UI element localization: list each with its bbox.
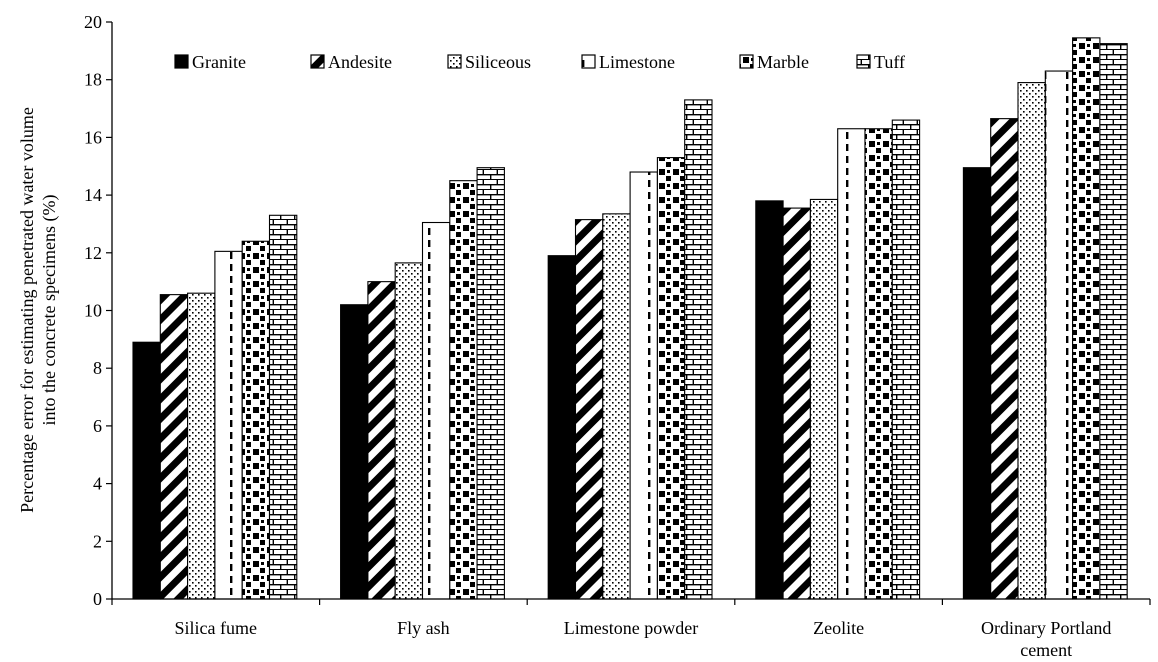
y-tick-label: 2: [93, 531, 102, 551]
y-axis-title-line: Percentage error for estimating penetrat…: [17, 107, 37, 513]
bar-tuff-3: [891, 119, 921, 600]
bar-siliceous-4: [1017, 82, 1046, 600]
legend-label-limestone: Limestone: [599, 52, 675, 72]
bar-marble-1: [449, 180, 478, 600]
y-tick-label: 14: [84, 185, 102, 205]
bar-limestone-4: [1044, 70, 1074, 600]
bar-limestone-0: [214, 250, 243, 600]
bar-marble-0: [241, 240, 271, 600]
y-tick-label: 0: [93, 589, 102, 609]
legend-swatch-limestone: [581, 54, 596, 69]
legend-label-granite: Granite: [192, 52, 246, 72]
bars: [132, 37, 1128, 600]
legend-label-andesite: Andesite: [328, 52, 392, 72]
bar-tuff-2: [684, 99, 713, 600]
legend-swatch-granite: [174, 54, 189, 69]
legend-label-tuff: Tuff: [874, 52, 905, 72]
bar-granite-3: [755, 200, 784, 600]
x-tick-label: Limestone powder: [564, 618, 698, 638]
y-tick-label: 10: [84, 301, 102, 321]
x-tick-label: cement: [1020, 640, 1072, 660]
bar-andesite-0: [159, 294, 189, 600]
bar-granite-2: [547, 255, 577, 600]
y-axis-title-line: into the concrete specimens (%): [39, 195, 60, 426]
y-tick-label: 18: [84, 70, 102, 90]
legend-swatch-andesite: [310, 54, 325, 69]
y-axis-ticks: 0 2 4 6 8 10 12 14 16 18 20: [84, 12, 112, 609]
bar-tuff-4: [1099, 43, 1128, 600]
bar-andesite-4: [990, 118, 1019, 600]
bar-andesite-1: [367, 281, 396, 600]
legend-swatch-marble: [739, 54, 754, 69]
axes: [111, 22, 1150, 600]
y-tick-label: 16: [84, 127, 102, 147]
y-tick-label: 6: [93, 416, 102, 436]
bar-andesite-2: [574, 219, 604, 600]
bar-tuff-1: [476, 167, 505, 600]
bar-limestone-3: [837, 128, 866, 600]
y-tick-label: 20: [84, 12, 102, 32]
y-tick-label: 4: [93, 474, 102, 494]
legend-swatch-tuff: [856, 54, 871, 69]
bar-marble-2: [656, 157, 686, 600]
x-tick-label: Ordinary Portland: [981, 618, 1111, 638]
bar-andesite-3: [782, 207, 811, 600]
legend-label-marble: Marble: [757, 52, 809, 72]
bar-tuff-0: [268, 214, 298, 600]
bar-siliceous-3: [809, 198, 839, 600]
y-tick-label: 12: [84, 243, 102, 263]
bar-siliceous-1: [394, 262, 424, 600]
bar-siliceous-0: [187, 292, 216, 600]
legend-label-siliceous: Siliceous: [465, 52, 531, 72]
bar-limestone-1: [421, 221, 451, 600]
bar-siliceous-2: [602, 213, 631, 600]
y-axis-title-text: Percentage error for estimating penetrat…: [17, 107, 60, 513]
legend: Granite Andesite Siliceous Limestone Marble T…: [174, 52, 905, 72]
x-tick-label: Fly ash: [397, 618, 450, 638]
y-axis-title: Percentage error for estimating penetrat…: [17, 107, 60, 513]
legend-swatch-siliceous: [447, 54, 462, 69]
x-tick-label: Silica fume: [175, 618, 257, 638]
bar-marble-4: [1072, 37, 1101, 600]
bar-granite-0: [132, 341, 161, 600]
bar-granite-4: [962, 167, 992, 600]
bar-limestone-2: [629, 171, 658, 600]
y-tick-label: 8: [93, 358, 102, 378]
x-axis-ticks: Silica fume Fly ash Limestone powder Zeolit…: [111, 599, 1151, 660]
bar-granite-1: [340, 304, 369, 600]
x-tick-label: Zeolite: [813, 618, 864, 638]
bar-marble-3: [864, 128, 893, 600]
